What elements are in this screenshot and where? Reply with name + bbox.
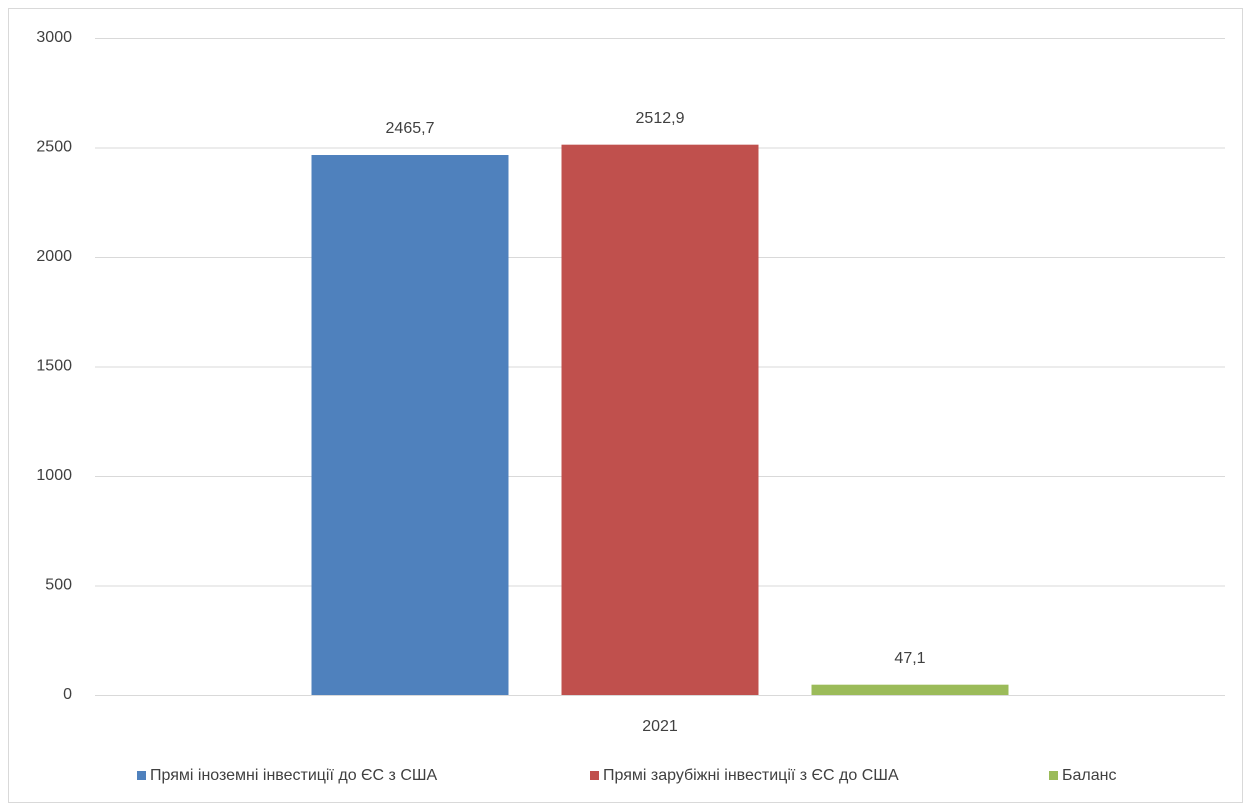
legend-swatch <box>590 771 599 780</box>
legend-label: Прямі зарубіжні інвестиції з ЄС до США <box>603 767 899 784</box>
y-tick-label: 0 <box>63 686 72 703</box>
y-tick-label: 2500 <box>36 139 72 156</box>
bar <box>811 684 1009 695</box>
data-label: 2465,7 <box>386 120 435 137</box>
data-label: 2512,9 <box>636 110 685 127</box>
legend-swatch <box>1049 771 1058 780</box>
y-tick-label: 3000 <box>36 29 72 46</box>
legend-label: Прямі іноземні інвестиції до ЄС з США <box>150 767 438 784</box>
y-tick-label: 1500 <box>36 358 72 375</box>
legend-swatch <box>137 771 146 780</box>
y-tick-label: 500 <box>45 577 72 594</box>
legend-label: Баланс <box>1062 767 1116 784</box>
y-tick-label: 1000 <box>36 467 72 484</box>
bar <box>561 144 759 695</box>
y-tick-label: 2000 <box>36 248 72 265</box>
data-label: 47,1 <box>894 650 925 667</box>
x-tick-label: 2021 <box>642 718 678 735</box>
bar <box>311 155 509 695</box>
